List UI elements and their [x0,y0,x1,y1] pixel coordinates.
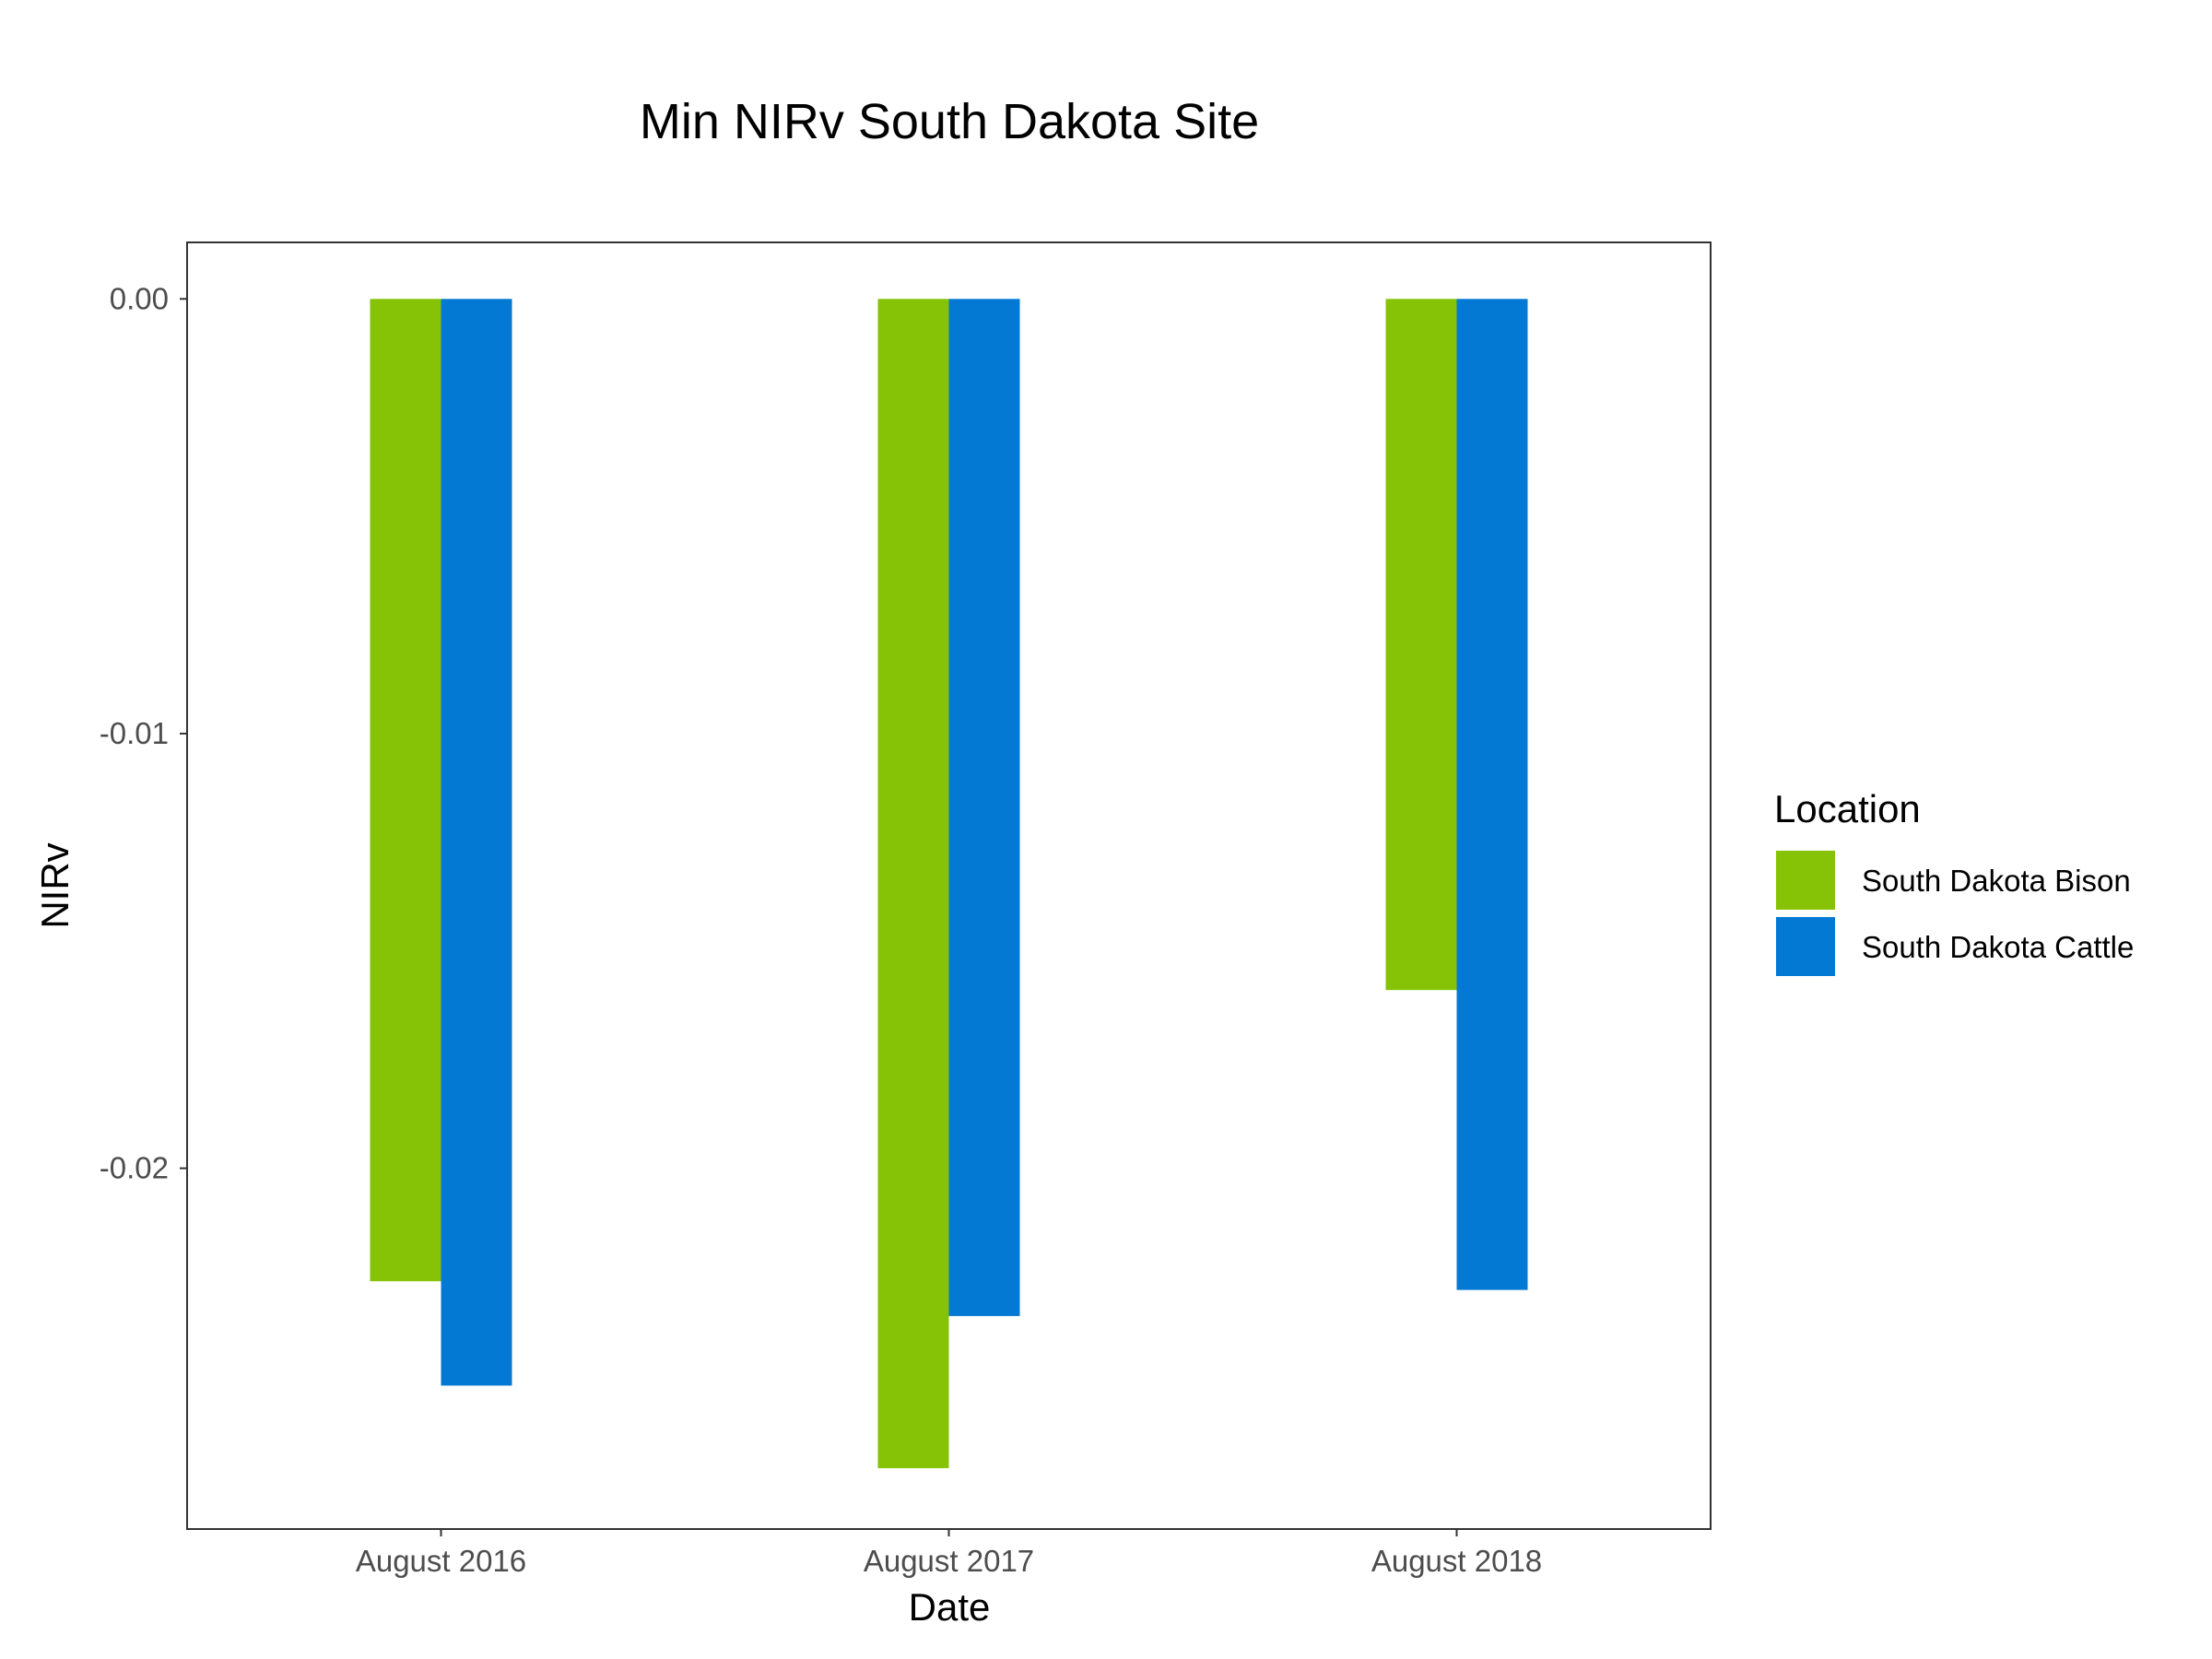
legend-label-cattle: South Dakota Cattle [1862,930,2134,964]
x-tick-label: August 2017 [864,1544,1034,1578]
bar-bison-2 [877,299,949,1468]
y-tick-label: -0.02 [100,1151,169,1185]
y-axis: 0.00 -0.01 -0.02 [100,281,187,1185]
bar-bison-1 [370,299,441,1282]
x-tick-label: August 2018 [1371,1544,1542,1578]
legend-key-cattle [1774,915,1837,978]
legend: Location South Dakota Bison South Dakota … [1774,787,2134,978]
bar-cattle-3 [1456,299,1528,1290]
bar-cattle-2 [948,299,1020,1316]
bar-bison-3 [1385,299,1457,991]
x-axis: August 2016 August 2017 August 2018 [356,1529,1542,1578]
plot-panel-border [186,241,1712,1530]
legend-title: Location [1774,787,1921,830]
y-tick-label: 0.00 [110,281,169,315]
x-axis-title: Date [909,1585,991,1629]
bar-cattle-1 [441,299,512,1386]
y-axis-title: NIRv [33,842,76,928]
bars-group [370,299,1528,1468]
legend-label-bison: South Dakota Bison [1862,864,2131,898]
y-tick-label: -0.01 [100,716,169,750]
x-tick-label: August 2016 [356,1544,526,1578]
chart-title: Min NIRv South Dakota Site [640,94,1259,149]
legend-key-bison [1774,849,1837,912]
